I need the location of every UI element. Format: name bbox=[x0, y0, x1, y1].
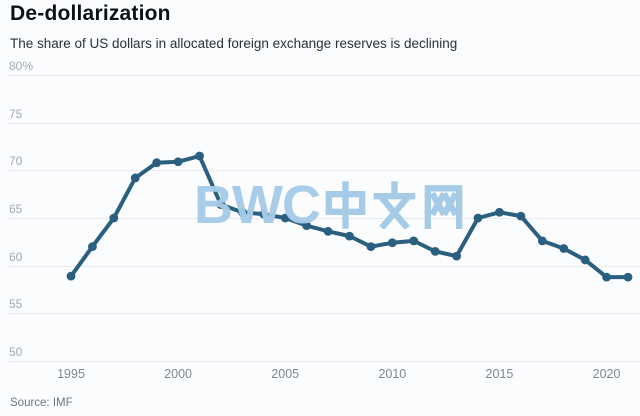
data-point-2007 bbox=[323, 226, 333, 236]
data-point-1997 bbox=[109, 213, 119, 223]
data-point-1998 bbox=[130, 173, 140, 183]
gridline-65 bbox=[8, 217, 640, 219]
data-point-2008 bbox=[345, 231, 354, 241]
gridline-50 bbox=[8, 360, 640, 362]
data-point-2011 bbox=[409, 236, 419, 246]
watermark-latin-text: BWC bbox=[194, 175, 321, 235]
data-point-2020 bbox=[602, 272, 611, 282]
data-point-2012 bbox=[430, 246, 440, 256]
data-point-1995 bbox=[66, 271, 76, 281]
data-point-2010 bbox=[387, 238, 397, 248]
watermark-cjk-glyph bbox=[325, 181, 366, 229]
chart-title: De-dollarization bbox=[10, 2, 171, 25]
data-point-2015 bbox=[495, 207, 504, 217]
gridline-70 bbox=[8, 170, 640, 172]
gridline-80 bbox=[8, 75, 640, 76]
data-point-2018 bbox=[559, 244, 569, 253]
data-point-2004 bbox=[259, 209, 269, 219]
gridline-55 bbox=[8, 313, 640, 315]
x-axis-label-2015: 2015 bbox=[485, 367, 514, 381]
data-point-2001 bbox=[195, 151, 204, 161]
y-axis-label-50: 50 bbox=[9, 344, 23, 359]
source-note: Source: IMF bbox=[10, 397, 73, 409]
y-axis-label-80: 80% bbox=[9, 59, 34, 73]
data-point-1996 bbox=[88, 242, 97, 251]
data-point-2000 bbox=[173, 157, 183, 167]
data-point-2021 bbox=[623, 272, 633, 282]
data-point-2013 bbox=[452, 251, 462, 261]
y-axis-label-55: 55 bbox=[9, 297, 23, 312]
x-axis-label-2000: 2000 bbox=[164, 367, 193, 381]
data-point-2019 bbox=[580, 255, 590, 265]
chart-subtitle: The share of US dollars in allocated for… bbox=[10, 36, 458, 51]
y-axis-label-60: 60 bbox=[9, 249, 23, 264]
data-point-2017 bbox=[537, 236, 547, 246]
data-point-2006 bbox=[302, 221, 312, 231]
data-point-1999 bbox=[152, 158, 162, 168]
x-axis-label-2020: 2020 bbox=[592, 367, 621, 381]
watermark: BWC bbox=[194, 175, 467, 235]
x-axis-label-2005: 2005 bbox=[271, 367, 300, 381]
gridline-60 bbox=[8, 265, 640, 267]
data-point-2005 bbox=[280, 213, 290, 223]
data-point-2009 bbox=[366, 242, 376, 251]
watermark-cjk-glyph bbox=[424, 185, 463, 229]
y-axis-label-70: 70 bbox=[9, 154, 23, 169]
data-point-2002 bbox=[216, 200, 226, 210]
y-axis-label-75: 75 bbox=[9, 106, 23, 121]
data-point-2014 bbox=[473, 213, 483, 223]
data-point-2016 bbox=[516, 211, 526, 221]
x-axis-label-1995: 1995 bbox=[57, 367, 85, 381]
gridline-75 bbox=[8, 122, 640, 124]
watermark-cjk-glyph bbox=[373, 181, 416, 229]
x-axis-label-2010: 2010 bbox=[378, 367, 407, 381]
y-axis-label-65: 65 bbox=[9, 201, 23, 216]
data-point-2003 bbox=[237, 207, 247, 217]
